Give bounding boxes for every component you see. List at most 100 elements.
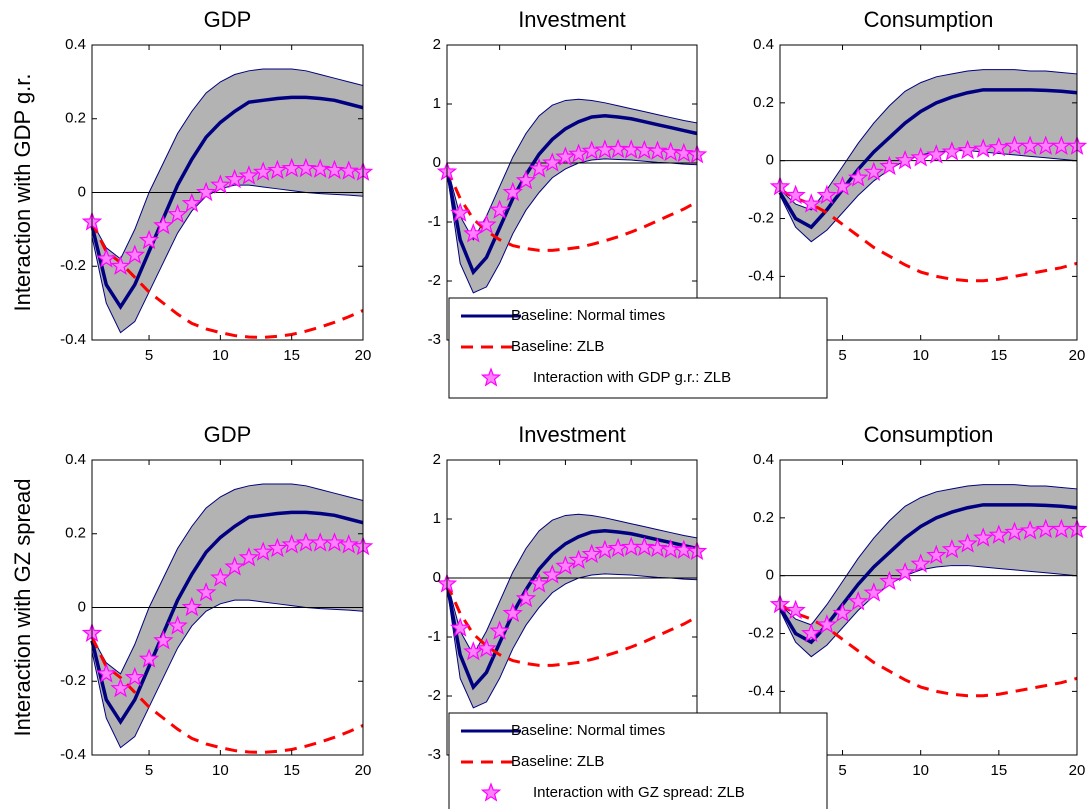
star-marker [502, 181, 523, 202]
star-marker [181, 192, 203, 213]
y-tick-label: -0.2 [748, 209, 774, 226]
star-marker [785, 599, 806, 620]
star-marker [515, 587, 537, 608]
star-marker [96, 248, 117, 268]
star-marker [281, 534, 302, 554]
star-marker [910, 147, 931, 167]
y-tick-label: 0 [766, 152, 774, 169]
star-marker [879, 570, 900, 591]
series-line [90, 510, 364, 726]
y-tick-label: -0.4 [60, 331, 86, 348]
series-line [445, 168, 698, 252]
y-tick-label: 1 [433, 510, 441, 527]
chart-title: GDP [204, 7, 252, 32]
star-marker [310, 158, 331, 178]
legend: Baseline: Normal times Baseline: ZLB Inter… [448, 712, 828, 809]
star-marker [252, 541, 274, 561]
y-tick-label: 0 [433, 569, 441, 586]
series-line [778, 88, 1078, 230]
y-tick-label: 0.2 [65, 525, 86, 542]
chart-title: GDP [204, 422, 252, 447]
y-tick-label: -0.2 [60, 672, 86, 689]
star-marker [267, 537, 288, 558]
star-marker [816, 184, 838, 205]
star-marker [542, 152, 563, 172]
star-marker [607, 138, 629, 159]
legend-label: Interaction with GDP g.r.: ZLB [533, 369, 731, 386]
star-marker [463, 223, 484, 243]
star-marker [634, 536, 655, 556]
star-marker [863, 582, 884, 602]
x-tick-label: 20 [355, 347, 372, 364]
star-marker [210, 174, 231, 194]
star-marker [647, 537, 668, 558]
star-marker [338, 534, 359, 554]
chart-title: Investment [518, 422, 626, 447]
y-tick-label: -0.4 [748, 682, 774, 699]
star-marker [785, 184, 806, 205]
axes-frame [779, 459, 1078, 756]
y-tick-label: 0.2 [753, 509, 774, 526]
star-marker [489, 620, 510, 640]
legend-marker [480, 782, 502, 802]
y-tick-label: 0.4 [65, 36, 86, 53]
star-marker [973, 138, 994, 158]
star-marker [110, 677, 131, 698]
star-marker [555, 146, 576, 166]
legend-label: Baseline: Normal times [511, 307, 665, 324]
chart-title: Consumption [864, 422, 994, 447]
star-marker [863, 161, 884, 181]
star-marker [801, 193, 822, 213]
star-marker [847, 590, 869, 611]
star-marker [1019, 520, 1041, 540]
legend-label: Interaction with GZ spread: ZLB [533, 784, 745, 801]
x-tick-label: 5 [145, 347, 153, 364]
series-line [90, 636, 364, 754]
star-marker [894, 150, 916, 170]
y-tick-label: -1 [428, 213, 441, 230]
star-marker [988, 137, 1010, 157]
y-tick-label: -0.4 [60, 746, 86, 763]
star-marker [295, 157, 317, 178]
star-marker [847, 167, 869, 187]
star-marker [167, 615, 188, 635]
y-axis-label: Interaction with GZ spread [10, 478, 35, 736]
star-marker [252, 161, 274, 181]
star-marker [801, 622, 822, 643]
y-tick-label: 1 [433, 95, 441, 112]
star-marker [449, 617, 471, 637]
star-marker [224, 168, 245, 189]
y-tick-label: -0.2 [748, 624, 774, 641]
star-marker [941, 539, 963, 559]
y-tick-label: 0.4 [753, 36, 774, 53]
star-marker [167, 203, 188, 224]
axes-frame [446, 459, 698, 756]
star-marker [660, 538, 681, 559]
axes-frame [446, 44, 698, 341]
star-marker [1004, 521, 1025, 541]
legend-label: Baseline: ZLB [511, 338, 604, 355]
star-marker [832, 602, 853, 622]
x-tick-label: 15 [990, 762, 1007, 779]
star-marker [555, 555, 576, 575]
star-marker [660, 141, 681, 162]
y-tick-label: -3 [428, 331, 441, 348]
star-marker [957, 533, 978, 553]
star-marker [267, 159, 288, 180]
series-line [779, 188, 1078, 283]
star-marker [568, 549, 589, 569]
star-marker [832, 175, 853, 196]
legend-marker [480, 367, 502, 387]
series-line [779, 603, 1078, 698]
star-marker [910, 553, 931, 573]
star-marker [673, 142, 695, 163]
y-tick-label: -0.2 [60, 257, 86, 274]
star-marker [957, 139, 978, 160]
star-marker [489, 199, 510, 219]
star-marker [463, 641, 484, 661]
legend-label: Baseline: Normal times [511, 722, 665, 739]
star-marker [195, 582, 217, 602]
star-marker [621, 139, 642, 159]
star-marker [153, 629, 174, 650]
